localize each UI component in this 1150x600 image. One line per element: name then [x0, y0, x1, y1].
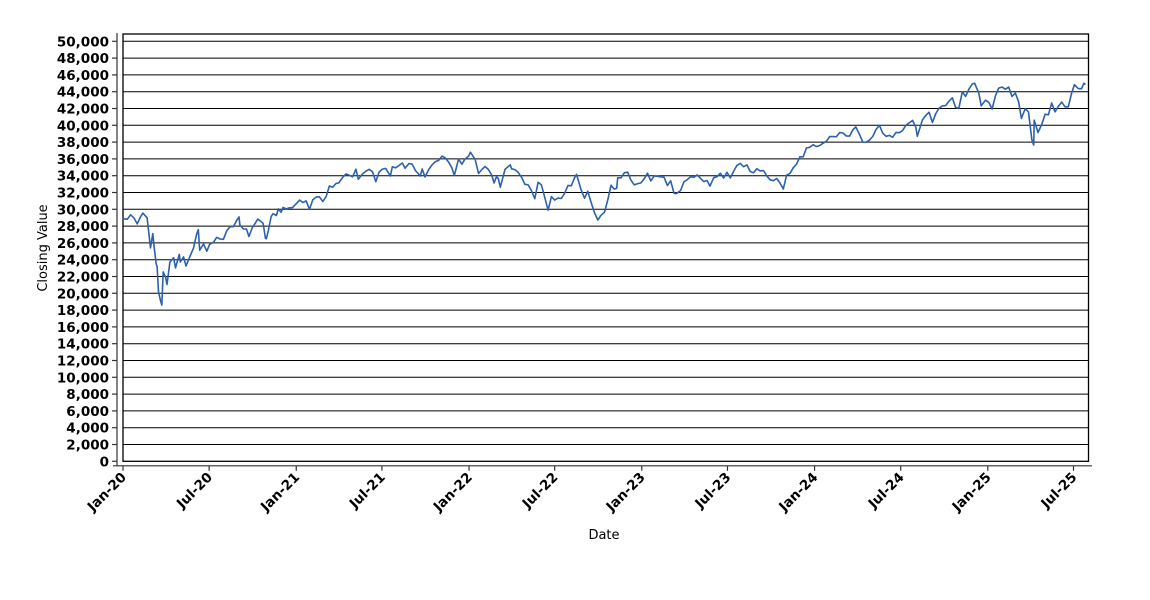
- x-tick-label: Jan-25: [949, 470, 995, 516]
- y-tick-label: 20,000: [57, 286, 109, 302]
- y-tick-label: 2,000: [66, 438, 109, 454]
- x-tick-label: Jul-21: [346, 470, 389, 513]
- x-axis-title: Date: [588, 528, 619, 543]
- tick-labels: 02,0004,0006,0008,00010,00012,00014,0001…: [57, 34, 1080, 515]
- y-axis-title: Closing Value: [36, 204, 51, 291]
- y-tick-label: 10,000: [57, 370, 109, 386]
- y-tick-label: 30,000: [57, 202, 109, 218]
- y-tick-label: 46,000: [57, 68, 109, 84]
- plot-border: [122, 33, 1090, 462]
- axes: [112, 33, 1092, 471]
- y-tick-label: 16,000: [57, 320, 109, 336]
- y-tick-label: 34,000: [57, 169, 109, 185]
- y-tick-label: 36,000: [57, 152, 109, 168]
- x-tick-label: Jul-23: [691, 470, 734, 513]
- y-tick-label: 50,000: [57, 34, 109, 50]
- series: [122, 82, 1086, 306]
- x-tick-label: Jul-22: [519, 470, 562, 513]
- y-tick-label: 26,000: [57, 236, 109, 252]
- y-tick-label: 32,000: [57, 186, 109, 202]
- y-tick-label: 14,000: [57, 337, 109, 353]
- x-tick-label: Jul-24: [865, 470, 908, 513]
- x-tick-label: Jul-25: [1037, 470, 1080, 513]
- x-tick-label: Jan-20: [84, 470, 130, 516]
- x-tick-label: Jan-23: [603, 470, 649, 516]
- y-tick-label: 6,000: [66, 404, 109, 420]
- closing-value-series-line: [122, 82, 1086, 306]
- y-tick-label: 12,000: [57, 354, 109, 370]
- y-tick-label: 24,000: [57, 253, 109, 269]
- x-tick-label: Jan-22: [430, 470, 476, 516]
- y-tick-label: 0: [100, 454, 109, 470]
- y-tick-label: 44,000: [57, 85, 109, 101]
- y-tick-label: 28,000: [57, 219, 109, 235]
- gridlines: [123, 40, 1089, 445]
- y-tick-label: 42,000: [57, 102, 109, 118]
- y-tick-label: 38,000: [57, 135, 109, 151]
- y-tick-label: 4,000: [66, 421, 109, 437]
- x-tick-label: Jan-21: [257, 470, 303, 516]
- y-tick-label: 48,000: [57, 51, 109, 67]
- y-tick-label: 18,000: [57, 303, 109, 319]
- x-tick-label: Jul-20: [173, 470, 216, 513]
- x-tick-label: Jan-24: [775, 470, 821, 516]
- y-tick-label: 40,000: [57, 118, 109, 134]
- y-tick-label: 8,000: [66, 387, 109, 403]
- y-tick-label: 22,000: [57, 270, 109, 286]
